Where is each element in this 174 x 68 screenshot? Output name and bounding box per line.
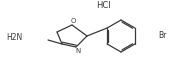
Text: Br: Br xyxy=(158,31,166,41)
Text: H2N: H2N xyxy=(6,34,22,42)
Text: O: O xyxy=(70,18,76,24)
Text: HCl: HCl xyxy=(96,1,110,10)
Text: N: N xyxy=(75,48,81,54)
